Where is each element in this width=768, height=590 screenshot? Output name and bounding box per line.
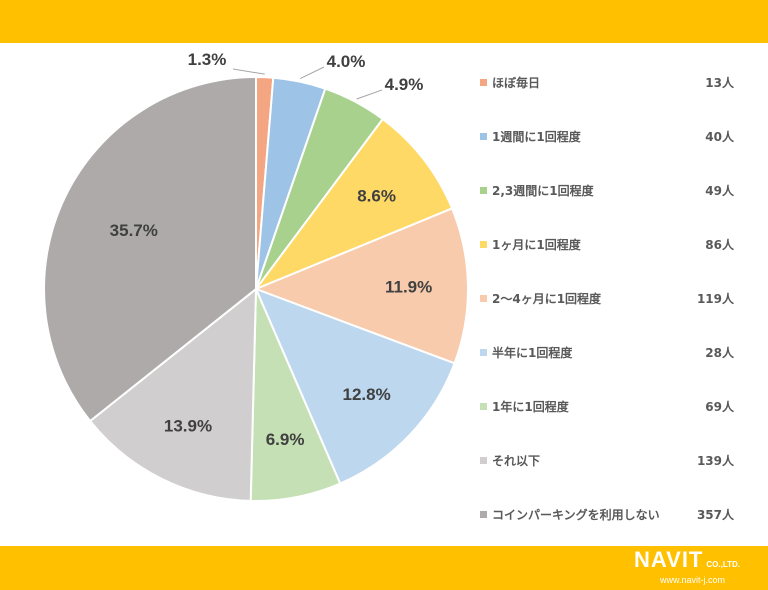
data-label: 4.9%: [385, 75, 424, 94]
legend-swatch: [480, 348, 487, 356]
pie-slice: [253, 117, 454, 292]
legend-item: 半年に1回程度 28人: [480, 342, 740, 362]
legend-item: 1週間に1回程度 40人: [480, 126, 740, 146]
logo-url: www.navit-j.com: [660, 575, 726, 585]
pie-slice: [254, 287, 456, 485]
legend-count: 49人: [705, 183, 734, 198]
legend-label: 1ヶ月に1回程度: [492, 237, 581, 252]
legend-count: 119人: [696, 291, 734, 306]
legend-item: ほぼ毎日 13人: [480, 72, 740, 92]
logo-suffix: CO.,LTD.: [706, 560, 740, 569]
data-label: 35.7%: [110, 221, 158, 240]
legend-label: 2〜4ヶ月に1回程度: [492, 291, 602, 306]
legend-count: 86人: [705, 237, 734, 252]
top-banner: [0, 0, 768, 43]
navit-logo: NAVIT CO.,LTD. www.navit-j.com: [634, 548, 740, 586]
legend-swatch: [480, 78, 487, 86]
bottom-banner: [0, 546, 768, 590]
legend-count: 139人: [696, 453, 734, 468]
pie-slice: [43, 75, 257, 423]
legend-label: 半年に1回程度: [492, 345, 573, 360]
legend-swatch: [480, 132, 487, 140]
legend-label: 2,3週間に1回程度: [492, 183, 594, 198]
leader-line: [232, 68, 265, 75]
pie-slice: [88, 286, 258, 502]
leader-line: [300, 66, 325, 80]
legend-swatch: [480, 510, 487, 518]
legend-label: 1年に1回程度: [492, 399, 569, 414]
logo-line: NAVIT CO.,LTD.: [634, 548, 740, 572]
legend-swatch: [480, 240, 487, 248]
logo-text: NAVIT: [634, 547, 704, 572]
data-label: 11.9%: [385, 278, 432, 297]
legend-item: コインパーキングを利用しない 357人: [480, 504, 740, 524]
legend-label: それ以下: [492, 453, 541, 468]
legend-swatch: [480, 186, 487, 194]
legend-item: 2,3週間に1回程度 49人: [480, 180, 740, 200]
legend-count: 69人: [705, 399, 734, 414]
data-label: 13.9%: [164, 417, 212, 436]
legend-swatch: [480, 294, 487, 302]
data-label: 8.6%: [357, 186, 396, 205]
legend-label: コインパーキングを利用しない: [492, 507, 660, 522]
legend-item: 1年に1回程度 69人: [480, 396, 740, 416]
legend-count: 28人: [705, 345, 734, 360]
legend-count: 40人: [705, 129, 734, 144]
legend-item: 1ヶ月に1回程度 86人: [480, 234, 740, 254]
legend-label: ほぼ毎日: [492, 75, 541, 90]
legend-count: 13人: [705, 75, 734, 90]
data-label: 1.3%: [188, 50, 227, 69]
legend-item: 2〜4ヶ月に1回程度 119人: [480, 288, 740, 308]
pie-slice: [253, 207, 469, 365]
data-label: 4.0%: [327, 52, 366, 71]
legend-count: 357人: [696, 507, 734, 522]
data-label: 12.8%: [343, 385, 391, 404]
legend-item: それ以下 139人: [480, 450, 740, 470]
leader-line: [356, 89, 383, 100]
legend-swatch: [480, 456, 487, 464]
legend-swatch: [480, 402, 487, 410]
data-label: 6.9%: [266, 430, 305, 449]
legend-label: 1週間に1回程度: [492, 129, 581, 144]
